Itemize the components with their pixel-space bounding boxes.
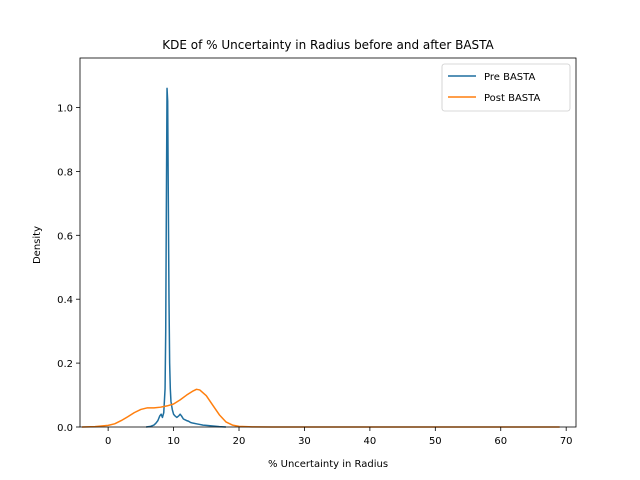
y-tick-label: 0.0 — [57, 423, 73, 434]
y-tick-label: 0.4 — [57, 295, 73, 306]
x-tick-label: 60 — [494, 436, 507, 447]
x-tick-label: 20 — [233, 436, 246, 447]
chart-title: KDE of % Uncertainty in Radius before an… — [162, 38, 494, 52]
y-tick-label: 1.0 — [57, 104, 73, 115]
legend: Pre BASTA Post BASTA — [441, 63, 571, 112]
y-tick-label: 0.2 — [57, 359, 73, 370]
y-axis-label: Density — [32, 226, 43, 264]
x-axis-ticks: 0 10 20 30 40 50 60 70 — [105, 427, 573, 447]
x-tick-label: 0 — [105, 436, 111, 447]
y-axis-ticks: 0.0 0.2 0.4 0.6 0.8 1.0 — [57, 104, 80, 434]
x-tick-label: 10 — [167, 436, 180, 447]
x-tick-label: 70 — [560, 436, 573, 447]
x-tick-label: 40 — [364, 436, 377, 447]
x-tick-label: 30 — [298, 436, 311, 447]
y-tick-label: 0.6 — [57, 231, 73, 242]
x-axis-label: % Uncertainty in Radius — [268, 459, 388, 470]
legend-label-0: Pre BASTA — [484, 72, 535, 83]
y-tick-label: 0.8 — [57, 167, 73, 178]
legend-label-1: Post BASTA — [484, 93, 540, 104]
plot-frame — [79, 57, 577, 428]
series-line-0 — [145, 87, 226, 428]
x-tick-label: 50 — [429, 436, 442, 447]
